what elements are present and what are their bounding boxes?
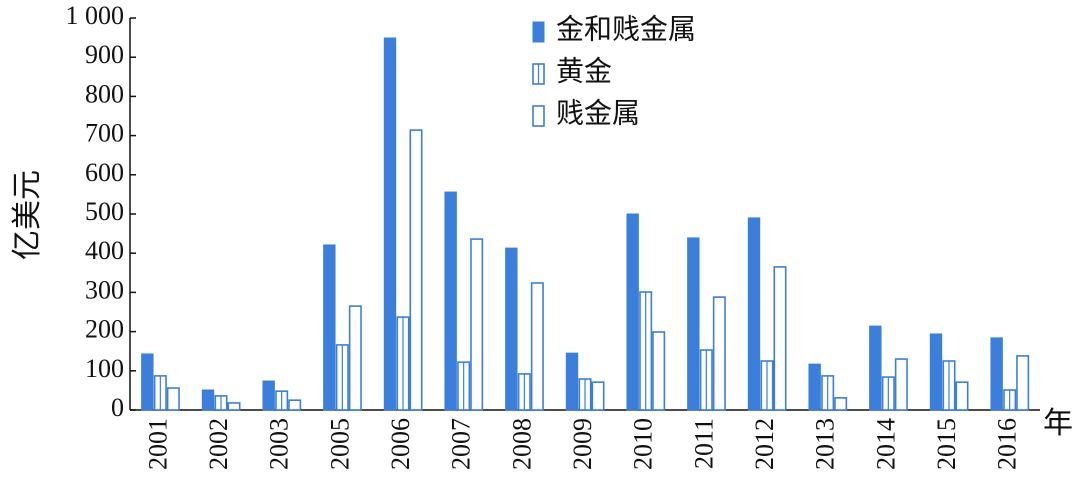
bar (166, 387, 180, 411)
bar (409, 129, 423, 411)
bar (712, 296, 726, 411)
bar (990, 337, 1003, 411)
bar (808, 363, 821, 411)
bar (323, 244, 336, 411)
y-tick-label: 300 (85, 275, 124, 304)
x-tick-label: 2016 (993, 418, 1022, 470)
x-tick-label: 2010 (629, 418, 658, 470)
y-tick-label: 700 (85, 119, 124, 148)
legend-swatch (532, 21, 545, 43)
x-tick-label: 2012 (750, 418, 779, 470)
y-tick-label: 400 (85, 236, 124, 265)
x-tick-label: 2015 (932, 418, 961, 470)
bar (227, 402, 241, 411)
bar (747, 217, 761, 411)
y-tick-label: 500 (85, 197, 124, 226)
y-tick-label: 800 (85, 79, 124, 108)
bar (591, 381, 605, 411)
x-tick-label: 2001 (143, 418, 172, 470)
bar (565, 352, 579, 411)
legend-label: 贱金属 (556, 97, 640, 129)
legend-swatch (532, 105, 545, 127)
x-tick-label: 2009 (568, 418, 597, 470)
bar (687, 237, 700, 411)
x-tick-label: 2008 (507, 418, 536, 470)
bar (626, 213, 639, 411)
bar (834, 397, 848, 411)
bar (1016, 355, 1030, 411)
y-tick-label: 100 (85, 354, 124, 383)
bar (652, 331, 666, 411)
legend-label: 金和贱金属 (556, 13, 696, 45)
bar (288, 399, 302, 411)
bar (530, 282, 544, 411)
x-tick-label: 2002 (204, 418, 233, 470)
bar (348, 305, 362, 411)
bar (141, 353, 154, 411)
bar (894, 358, 908, 411)
y-tick-label: 900 (85, 40, 124, 69)
bar (869, 325, 882, 411)
y-tick-label: 0 (111, 393, 124, 422)
bar (929, 333, 943, 411)
x-axis-label: 年 (1043, 407, 1073, 440)
bar (505, 247, 518, 411)
bar (444, 191, 457, 411)
bar (262, 380, 275, 411)
x-tick-label: 2003 (265, 418, 294, 470)
x-tick-label: 2005 (325, 418, 354, 470)
x-tick-label: 2013 (811, 418, 840, 470)
x-tick-label: 2006 (386, 418, 415, 470)
y-tick-label: 600 (85, 158, 124, 187)
bar (955, 381, 969, 411)
x-tick-label: 2007 (447, 418, 476, 470)
y-tick-label: 200 (85, 315, 124, 344)
y-tick-label: 1 000 (66, 1, 125, 30)
bar (201, 389, 215, 411)
bar (383, 37, 397, 411)
x-tick-label: 2011 (689, 418, 718, 469)
bar (773, 266, 787, 411)
x-tick-label: 2014 (871, 418, 900, 470)
legend-label: 黄金 (556, 55, 612, 87)
bar (470, 238, 484, 411)
y-axis-label: 亿美元 (11, 170, 44, 260)
